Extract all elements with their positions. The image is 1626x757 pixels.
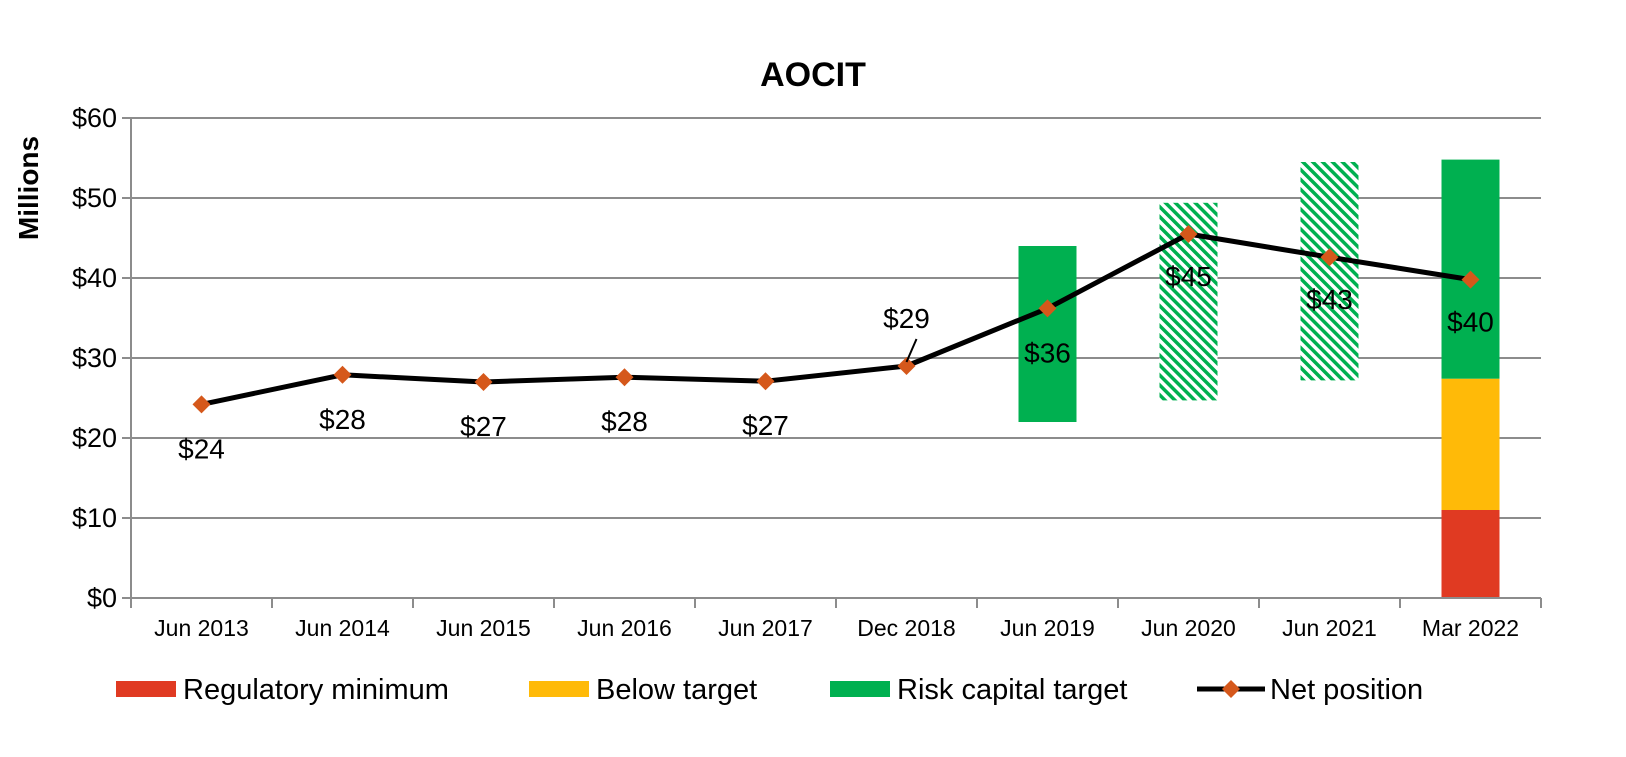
y-tick-label: $30 (72, 343, 117, 373)
risk-capital-target-band (1300, 162, 1359, 381)
net-position-series (192, 225, 1480, 414)
data-label: $45 (1165, 261, 1212, 292)
legend-item-risk-capital-target: Risk capital target (830, 674, 1128, 706)
x-tick-label: Jun 2021 (1282, 615, 1377, 641)
data-label: $27 (742, 410, 789, 441)
data-label: $28 (319, 404, 366, 435)
y-tick-label: $50 (72, 183, 117, 213)
y-tick-label: $20 (72, 423, 117, 453)
net-position-marker (1461, 270, 1480, 289)
data-label: $28 (601, 406, 648, 437)
regulatory-minimum-bar (1441, 510, 1500, 598)
net-position-marker (615, 368, 634, 387)
risk-capital-target-band (1018, 246, 1077, 422)
data-label: $29 (883, 303, 930, 334)
stacked-bar (1441, 378, 1500, 598)
x-tick-label: Jun 2014 (295, 615, 390, 641)
risk-capital-target-band (1441, 159, 1500, 379)
data-label: $36 (1024, 337, 1071, 368)
net-position-marker (1320, 248, 1339, 267)
gridlines (131, 117, 1541, 519)
data-labels: $24 $28 $27 $28 $27 $29 $36 $45 $43 $40 (178, 261, 1494, 464)
net-position-marker (1179, 225, 1198, 243)
net-position-marker (1038, 299, 1057, 318)
x-tick-label: Jun 2019 (1000, 615, 1095, 641)
net-position-marker (333, 365, 352, 384)
legend-swatch (529, 681, 589, 697)
axes: $0 $10 $20 $30 $40 $50 $60 Jun 2013 Jun 2014 Jun … (72, 103, 1542, 641)
x-tick-label: Jun 2016 (577, 615, 672, 641)
net-position-marker (897, 357, 916, 375)
legend-label: Below target (596, 674, 757, 706)
legend-swatch-marker (1222, 680, 1240, 698)
legend-item-net-position: Net position (1197, 674, 1423, 706)
legend-label: Net position (1270, 674, 1423, 706)
legend: Regulatory minimum Below target Risk capit… (116, 674, 1423, 706)
legend-item-regulatory-minimum: Regulatory minimum (116, 674, 449, 706)
net-position-marker (192, 395, 211, 414)
x-tick-label: Jun 2020 (1141, 615, 1236, 641)
net-position-marker (756, 372, 775, 391)
below-target-bar (1441, 378, 1500, 510)
y-tick-label: $10 (72, 503, 117, 533)
y-tick-label: $40 (72, 263, 117, 293)
legend-item-below-target: Below target (529, 674, 757, 706)
data-label: $27 (460, 411, 507, 442)
data-label-leader (905, 338, 918, 363)
data-label: $40 (1447, 307, 1494, 338)
x-tick-label: Jun 2013 (154, 615, 249, 641)
y-tick-label: $60 (72, 103, 117, 133)
x-tick-label: Jun 2015 (436, 615, 531, 641)
y-axis-label: Millions (13, 136, 44, 240)
x-tick-label: Mar 2022 (1422, 615, 1519, 641)
y-tick-label: $0 (87, 583, 117, 613)
net-position-marker (474, 373, 493, 391)
legend-swatch (830, 681, 890, 697)
x-tick-label: Jun 2017 (718, 615, 813, 641)
data-label: $43 (1306, 284, 1353, 315)
legend-label: Risk capital target (897, 674, 1128, 706)
legend-label: Regulatory minimum (183, 674, 449, 706)
x-tick-label: Dec 2018 (857, 615, 955, 641)
legend-swatch (116, 681, 176, 697)
chart-title: AOCIT (760, 56, 866, 94)
data-label: $24 (178, 433, 225, 464)
net-position-line (200, 231, 1471, 407)
